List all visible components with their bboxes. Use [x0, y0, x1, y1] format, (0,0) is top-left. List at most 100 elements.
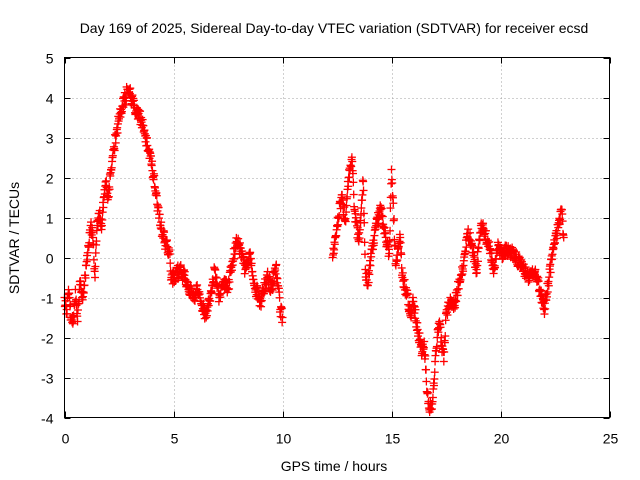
- data-point: [126, 84, 135, 93]
- data-point: [344, 182, 353, 191]
- data-point: [333, 213, 342, 222]
- x-tick-label: 25: [603, 431, 619, 447]
- data-point: [246, 254, 255, 263]
- x-tick-label: 10: [276, 431, 292, 447]
- data-point: [206, 297, 215, 306]
- data-point: [80, 281, 89, 290]
- data-point: [386, 226, 395, 235]
- data-point: [150, 171, 159, 180]
- data-point: [541, 304, 550, 313]
- data-point: [330, 240, 339, 249]
- data-point: [259, 289, 268, 298]
- data-point: [92, 226, 101, 235]
- data-point: [359, 177, 368, 186]
- y-tick-label: 1: [46, 211, 54, 227]
- data-point: [343, 192, 352, 201]
- data-point: [348, 169, 357, 178]
- data-points: [60, 82, 568, 417]
- data-point: [273, 274, 282, 283]
- data-point: [469, 251, 478, 260]
- data-point: [481, 226, 490, 235]
- data-point: [473, 247, 482, 256]
- data-point: [154, 203, 163, 212]
- data-point: [277, 304, 286, 313]
- data-point: [110, 146, 119, 155]
- data-point: [365, 270, 374, 279]
- data-point: [396, 238, 405, 247]
- data-point: [225, 285, 234, 294]
- data-point: [491, 263, 500, 272]
- data-point: [525, 276, 534, 285]
- data-point: [91, 262, 100, 271]
- data-point: [333, 222, 342, 231]
- data-point: [347, 162, 356, 171]
- data-point: [464, 225, 473, 234]
- data-point: [558, 210, 567, 219]
- data-point: [129, 94, 138, 103]
- data-point: [357, 204, 366, 213]
- data-point: [440, 348, 449, 357]
- data-point: [423, 388, 432, 397]
- data-point: [359, 186, 368, 195]
- data-point: [354, 237, 363, 246]
- data-point: [453, 291, 462, 300]
- data-point: [157, 218, 166, 227]
- data-point: [253, 283, 262, 292]
- data-point: [385, 249, 394, 258]
- data-point: [475, 236, 484, 245]
- data-point: [364, 278, 373, 287]
- data-point: [386, 204, 395, 213]
- data-point: [387, 165, 396, 174]
- data-point: [278, 313, 287, 322]
- data-point: [79, 289, 88, 298]
- data-point: [142, 133, 151, 142]
- data-point: [411, 305, 420, 314]
- y-tick-label: 0: [46, 251, 54, 267]
- data-point: [180, 267, 189, 276]
- data-point: [421, 351, 430, 360]
- data-point: [257, 296, 266, 305]
- data-point: [155, 210, 164, 219]
- data-point: [389, 199, 398, 208]
- data-point: [359, 209, 368, 218]
- data-point: [521, 263, 530, 272]
- data-point: [166, 259, 175, 268]
- data-point: [272, 260, 281, 269]
- data-point: [227, 266, 236, 275]
- data-point: [534, 277, 543, 286]
- data-point: [271, 269, 280, 278]
- y-tick-label: -4: [41, 411, 54, 427]
- data-point: [211, 265, 220, 274]
- data-point: [355, 225, 364, 234]
- data-point: [216, 289, 225, 298]
- data-point: [348, 157, 357, 166]
- data-point: [366, 261, 375, 270]
- data-point: [398, 268, 407, 277]
- x-tick-label: 5: [171, 431, 179, 447]
- data-point: [416, 335, 425, 344]
- data-point: [136, 107, 145, 116]
- data-point: [395, 237, 404, 246]
- data-point: [465, 228, 474, 237]
- data-point: [355, 234, 364, 243]
- data-point: [439, 357, 448, 366]
- data-point: [111, 138, 120, 147]
- data-point: [422, 377, 431, 386]
- data-point: [203, 306, 212, 315]
- data-point: [430, 368, 439, 377]
- data-point: [539, 304, 548, 313]
- data-point: [225, 278, 234, 287]
- data-point: [443, 311, 452, 320]
- data-point: [204, 301, 213, 310]
- data-point: [387, 179, 396, 188]
- x-tick-label: 20: [494, 431, 510, 447]
- data-point: [457, 262, 466, 271]
- data-point: [378, 212, 387, 221]
- y-axis-label: SDTVAR / TECUs: [6, 182, 22, 294]
- data-point: [358, 190, 367, 199]
- data-point: [451, 303, 460, 312]
- data-point: [83, 248, 92, 257]
- x-axis-label: GPS time / hours: [281, 458, 388, 474]
- data-point: [81, 273, 90, 282]
- data-point: [441, 332, 450, 341]
